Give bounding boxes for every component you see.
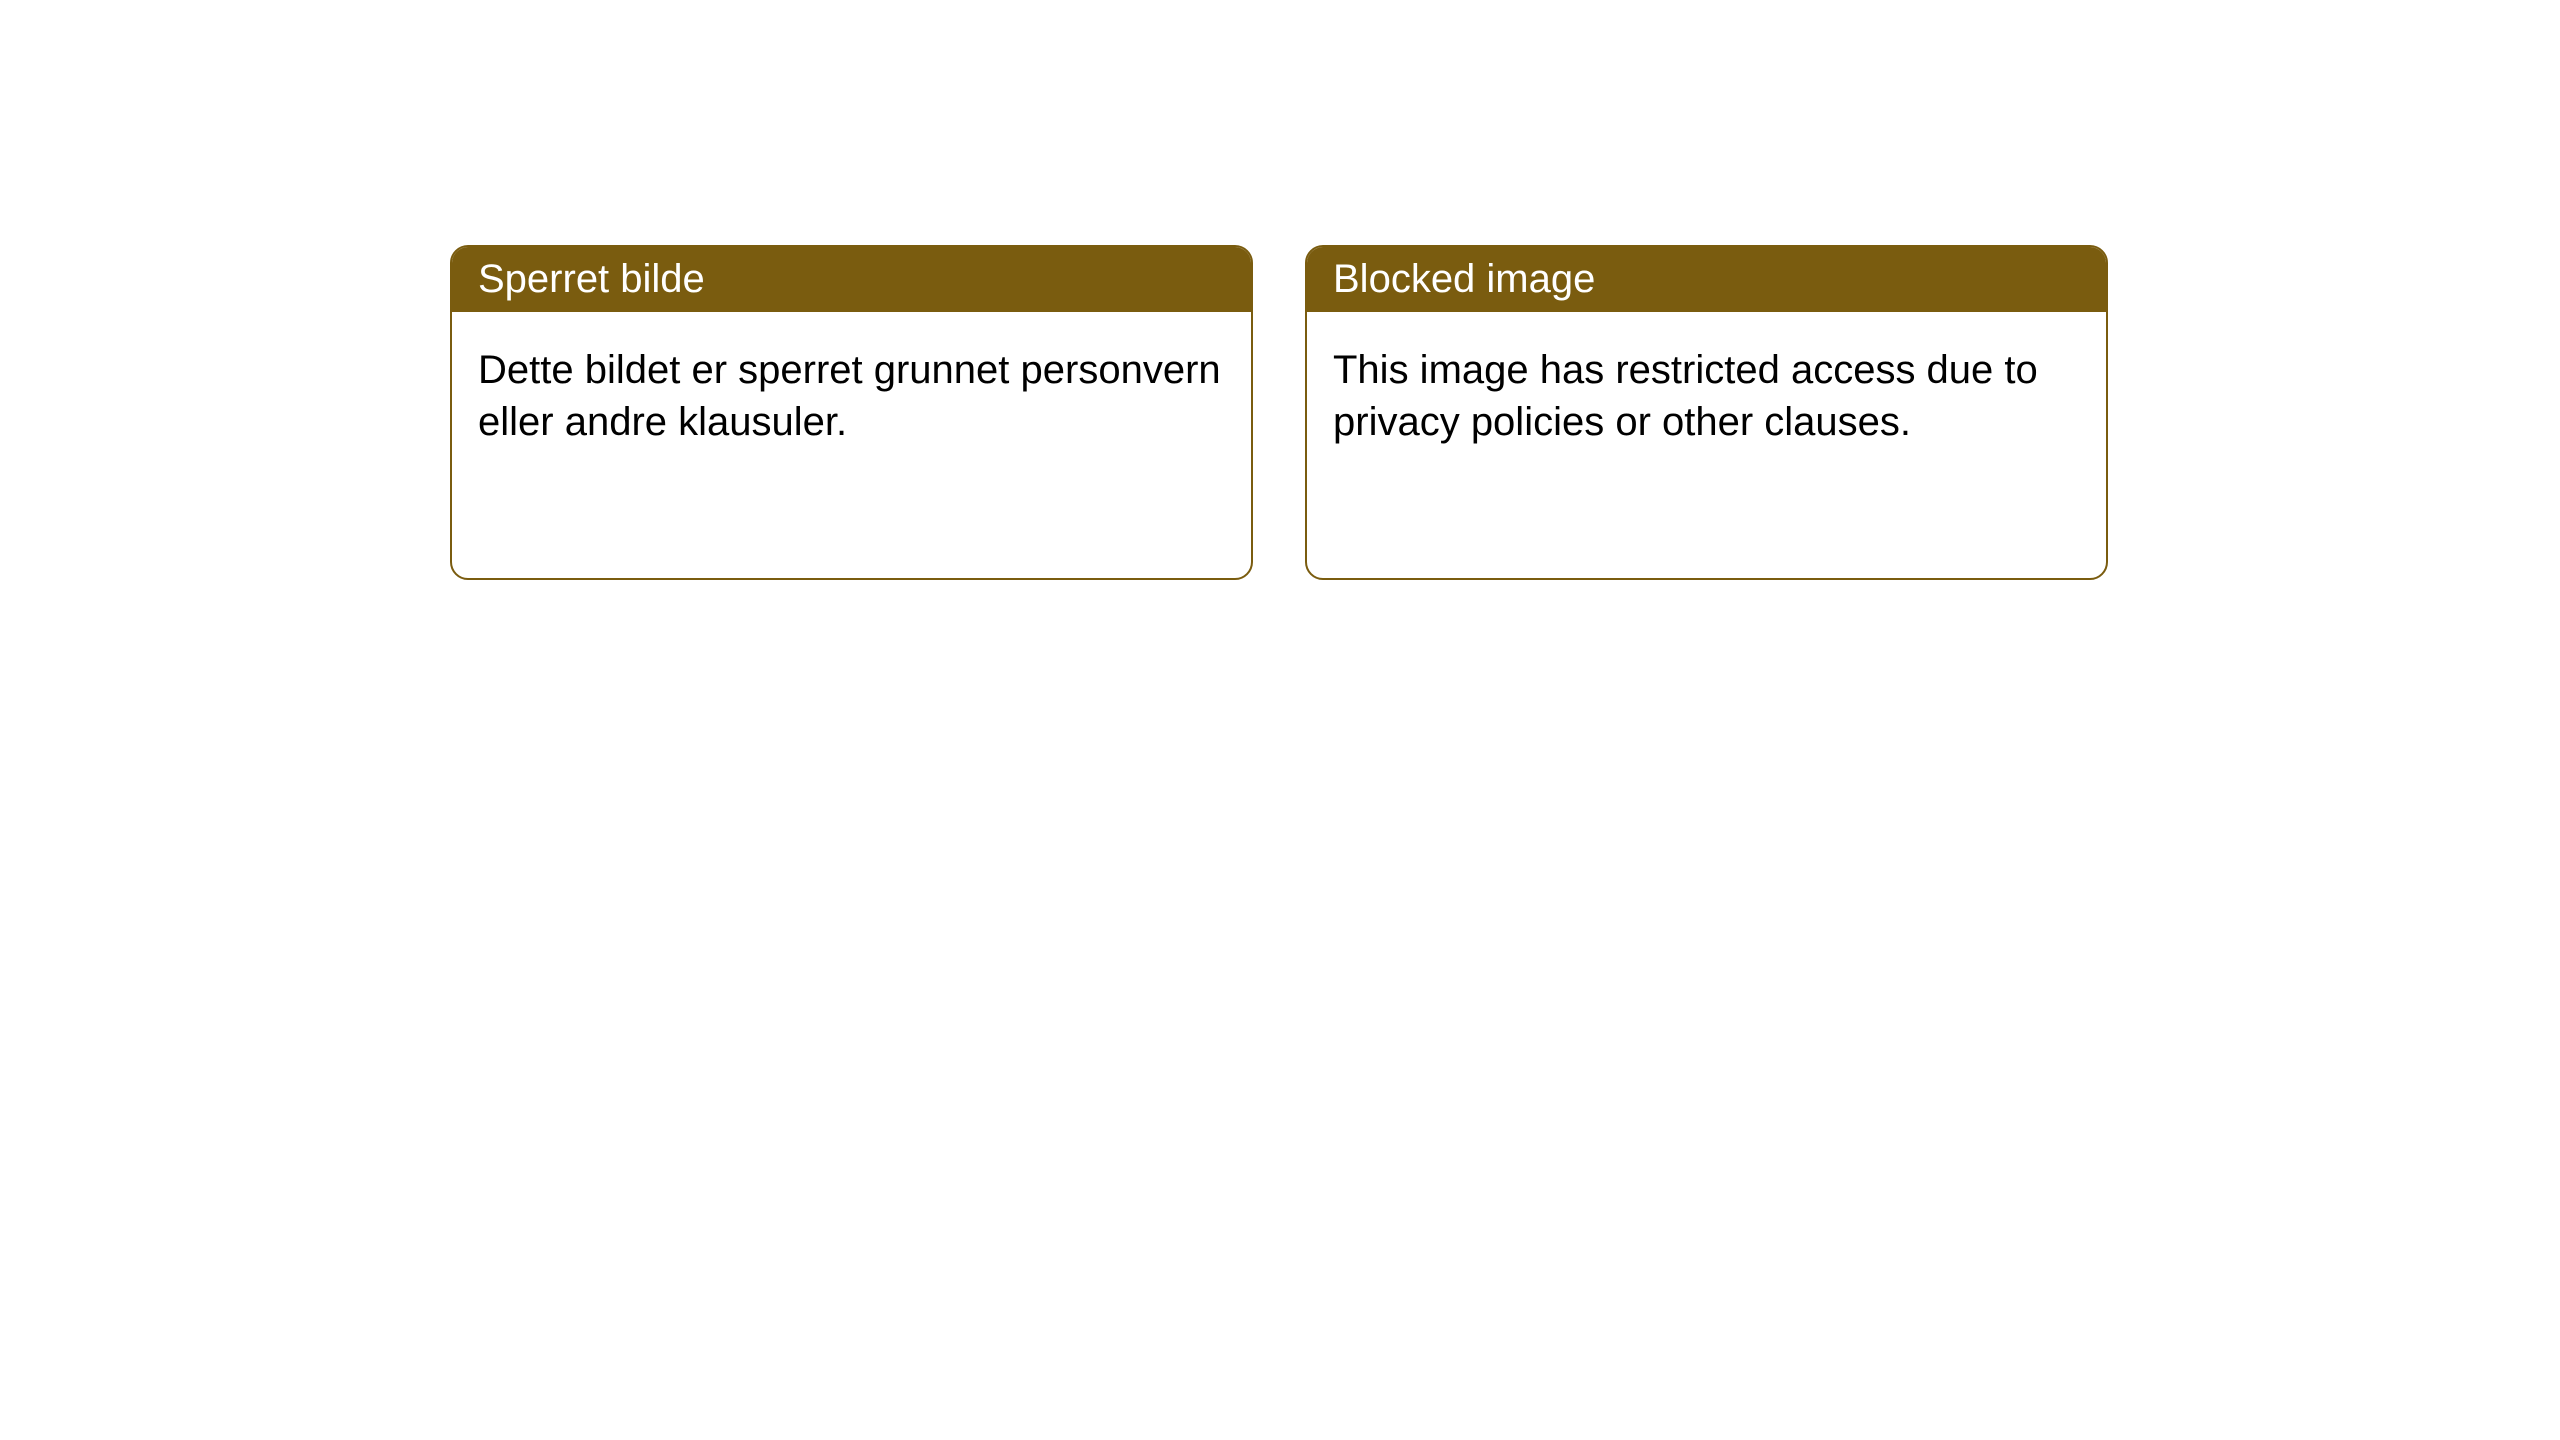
notice-body-en: This image has restricted access due to … [1307, 312, 2106, 480]
notice-title-en: Blocked image [1307, 247, 2106, 312]
notice-container: Sperret bilde Dette bildet er sperret gr… [0, 0, 2560, 580]
notice-card-no: Sperret bilde Dette bildet er sperret gr… [450, 245, 1253, 580]
notice-title-no: Sperret bilde [452, 247, 1251, 312]
notice-body-no: Dette bildet er sperret grunnet personve… [452, 312, 1251, 480]
notice-card-en: Blocked image This image has restricted … [1305, 245, 2108, 580]
